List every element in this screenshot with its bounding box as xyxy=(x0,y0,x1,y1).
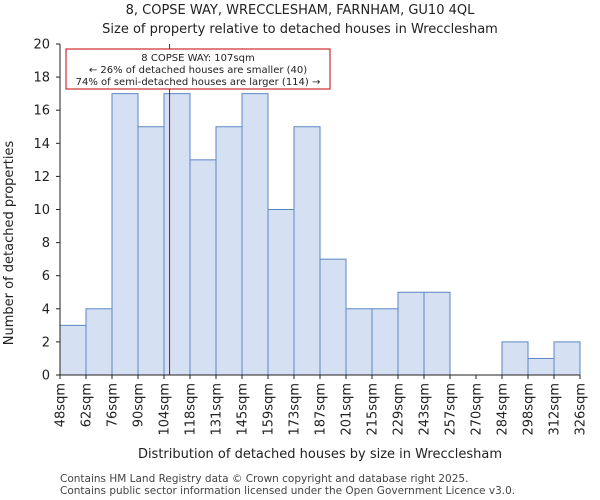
histogram-bar xyxy=(137,126,165,376)
y-tick-label: 6 xyxy=(42,269,50,284)
y-tick-label: 10 xyxy=(33,203,50,218)
annotation-box xyxy=(65,48,331,90)
x-tick-label: 104sqm xyxy=(158,383,173,436)
histogram-bar xyxy=(189,159,217,376)
chart-subtitle: Size of property relative to detached ho… xyxy=(102,22,498,37)
x-tick-label: 90sqm xyxy=(132,383,147,427)
x-tick-label: 173sqm xyxy=(288,383,303,436)
y-tick-label: 18 xyxy=(33,71,50,86)
x-tick-label: 257sqm xyxy=(444,383,459,436)
y-tick-label: 8 xyxy=(42,236,50,251)
histogram-bar xyxy=(553,341,581,376)
histogram-bar xyxy=(111,93,139,376)
x-tick-label: 48sqm xyxy=(54,383,69,427)
y-tick-label: 12 xyxy=(33,170,50,185)
histogram-bar xyxy=(397,291,425,376)
x-tick-label: 131sqm xyxy=(210,383,225,436)
chart-title: 8, COPSE WAY, WRECCLESHAM, FARNHAM, GU10… xyxy=(126,3,475,18)
histogram-bar xyxy=(319,258,347,376)
x-tick-label: 243sqm xyxy=(418,383,433,436)
x-tick-label: 326sqm xyxy=(574,383,589,436)
bars-group xyxy=(59,93,581,376)
annotation-line-3: 74% of semi-detached houses are larger (… xyxy=(76,77,321,88)
x-tick-label: 229sqm xyxy=(392,383,407,436)
x-tick-label: 187sqm xyxy=(314,383,329,436)
x-tick-label: 118sqm xyxy=(184,383,199,436)
property-marker-group: 8 COPSE WAY: 107sqm← 26% of detached hou… xyxy=(65,44,331,375)
y-tick-label: 20 xyxy=(33,38,50,53)
y-tick-label: 16 xyxy=(33,104,50,119)
y-tick-label: 14 xyxy=(33,137,50,152)
footer-line-1: Contains HM Land Registry data © Crown c… xyxy=(60,473,468,485)
histogram-bar xyxy=(241,93,269,376)
footer-line-2: Contains public sector information licen… xyxy=(60,485,515,497)
y-tick-label: 4 xyxy=(42,302,50,317)
x-tick-label: 215sqm xyxy=(366,383,381,436)
x-tick-label: 270sqm xyxy=(470,383,485,436)
histogram-bar xyxy=(267,209,295,376)
histogram-bar xyxy=(163,93,191,376)
y-tick-label: 2 xyxy=(42,335,50,350)
x-tick-label: 159sqm xyxy=(262,383,277,436)
x-axis-label: Distribution of detached houses by size … xyxy=(138,447,502,462)
x-tick-label: 62sqm xyxy=(80,383,95,427)
y-tick-label: 0 xyxy=(42,369,50,384)
x-tick-label: 298sqm xyxy=(522,383,537,436)
x-tick-label: 201sqm xyxy=(340,383,355,436)
x-tick-label: 284sqm xyxy=(496,383,511,436)
histogram-bar xyxy=(59,324,87,376)
histogram-bar xyxy=(293,126,321,376)
y-axis-label: Number of detached properties xyxy=(2,141,17,346)
histogram-bar xyxy=(423,291,451,376)
histogram-bar xyxy=(215,126,243,376)
histogram-bar xyxy=(501,341,529,376)
annotation-line-1: 8 COPSE WAY: 107sqm xyxy=(141,53,254,64)
annotation-line-2: ← 26% of detached houses are smaller (40… xyxy=(89,65,307,76)
x-axis: 48sqm 62sqm 76sqm 90sqm 104sqm 118sqm 131sqm 14… xyxy=(54,374,589,436)
histogram-bar xyxy=(85,308,113,376)
histogram-bar xyxy=(527,357,555,376)
x-tick-label: 312sqm xyxy=(548,383,563,436)
histogram-bar xyxy=(345,308,373,376)
y-axis: 0 2 4 6 8 10 12 14 16 18 20 xyxy=(33,38,61,384)
histogram-bar xyxy=(371,308,399,376)
x-tick-label: 76sqm xyxy=(106,383,121,427)
x-tick-label: 145sqm xyxy=(236,383,251,436)
